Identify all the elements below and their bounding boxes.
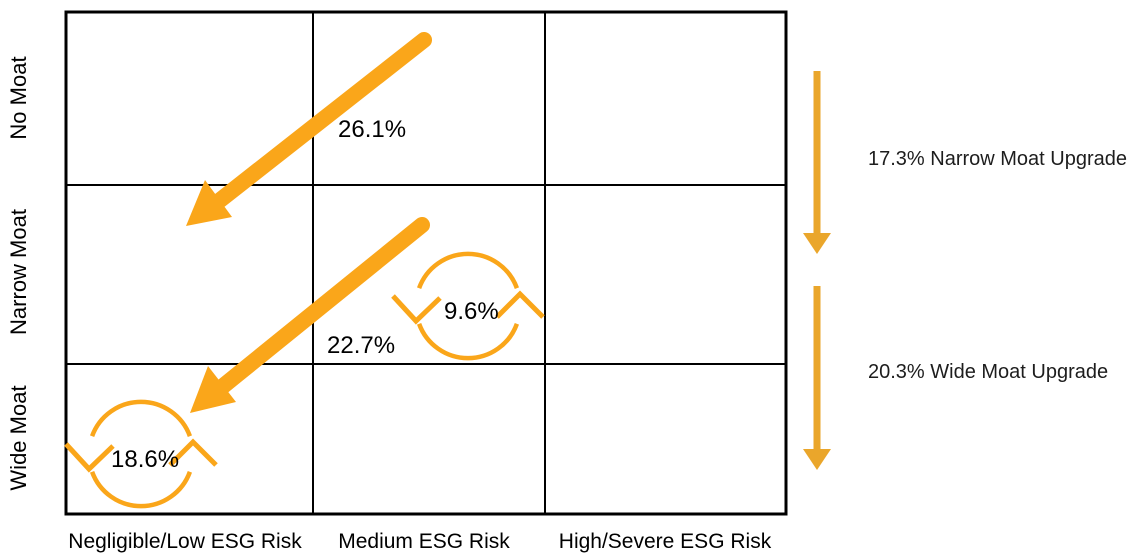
cycle-up-chevron-icon bbox=[168, 438, 218, 467]
wide-upgrade-annotation: 20.3% Wide Moat Upgrade bbox=[803, 286, 1108, 470]
down-arrow-head-icon bbox=[803, 449, 831, 470]
downgrade-arrow-narrow-to-wide: 22.7% bbox=[190, 217, 430, 413]
cycle-down-chevron-icon bbox=[391, 294, 442, 325]
col-label-medium-esg: Medium ESG Risk bbox=[338, 530, 510, 553]
diagonal-arrow-shaft bbox=[214, 217, 430, 395]
row-label-wide-moat: Wide Moat bbox=[6, 385, 31, 490]
stay-cycle-narrow-medium: 9.6% bbox=[391, 251, 545, 361]
pct-9-6: 9.6% bbox=[444, 298, 499, 325]
cycle-up-chevron-icon bbox=[495, 290, 545, 319]
diagonal-arrow-shaft bbox=[211, 32, 432, 209]
down-arrow-head-icon bbox=[803, 233, 831, 254]
col-label-high-severe-esg: High/Severe ESG Risk bbox=[559, 530, 772, 553]
row-axis-labels: No Moat Narrow Moat Wide Moat bbox=[6, 56, 31, 490]
narrow-upgrade-label: 17.3% Narrow Moat Upgrade bbox=[868, 148, 1127, 170]
cycle-down-chevron-icon bbox=[64, 442, 115, 473]
diagonal-arrow-head-icon bbox=[190, 366, 236, 413]
narrow-upgrade-annotation: 17.3% Narrow Moat Upgrade bbox=[803, 71, 1127, 254]
grid-border bbox=[64, 10, 788, 516]
downgrade-arrow-no-to-narrow: 26.1% bbox=[186, 32, 432, 226]
row-label-no-moat: No Moat bbox=[6, 56, 31, 139]
pct-18-6: 18.6% bbox=[111, 446, 179, 473]
cycle-top-arc-icon bbox=[416, 251, 520, 289]
matrix-grid bbox=[64, 10, 788, 516]
pct-22-7: 22.7% bbox=[327, 332, 395, 359]
cycle-bottom-arc-icon bbox=[89, 471, 193, 509]
stay-cycle-wide-negligible: 18.6% bbox=[64, 399, 218, 509]
row-label-narrow-moat: Narrow Moat bbox=[6, 209, 31, 335]
wide-upgrade-label: 20.3% Wide Moat Upgrade bbox=[868, 361, 1108, 383]
column-axis-labels: Negligible/Low ESG Risk Medium ESG Risk … bbox=[68, 530, 771, 553]
diagonal-arrow-head-icon bbox=[186, 180, 232, 226]
cycle-top-arc-icon bbox=[89, 399, 193, 437]
col-label-negligible-low-esg: Negligible/Low ESG Risk bbox=[68, 530, 302, 553]
cycle-bottom-arc-icon bbox=[416, 323, 520, 361]
pct-26-1: 26.1% bbox=[338, 116, 406, 143]
